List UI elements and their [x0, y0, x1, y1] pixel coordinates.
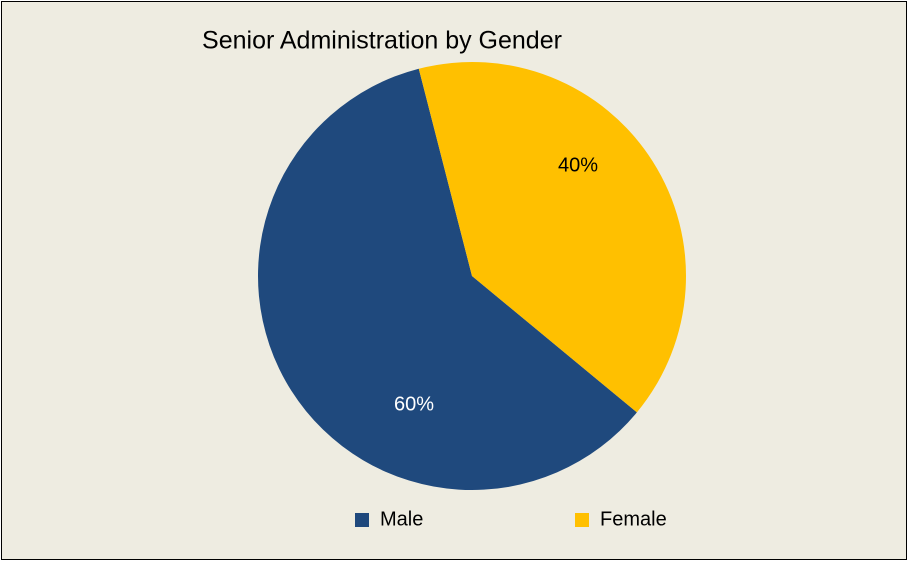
pie-slice	[257, 68, 637, 491]
data-label: 60%	[394, 393, 434, 415]
pie-slice	[418, 62, 686, 413]
legend-swatch	[355, 513, 369, 527]
legend-label: Male	[380, 508, 423, 530]
legend-label: Female	[600, 508, 667, 530]
data-label: 40%	[558, 154, 598, 176]
legend-swatch	[575, 513, 589, 527]
chart-title: Senior Administration by Gender	[202, 27, 562, 55]
